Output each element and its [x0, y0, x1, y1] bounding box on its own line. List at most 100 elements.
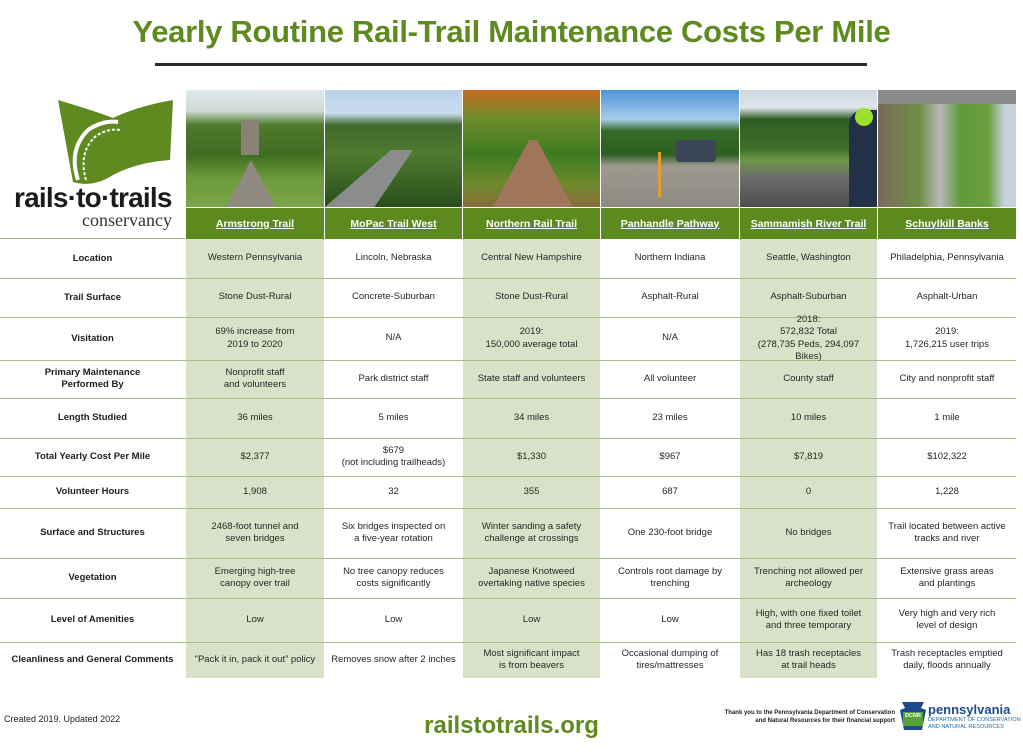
row-label: Cleanliness and General Comments	[11, 654, 174, 666]
table-cell: Western Pennsylvania	[207, 252, 303, 264]
table-cell: Low	[661, 613, 679, 625]
table-cell: Emerging high-tree canopy over trail	[214, 565, 296, 589]
row-divider	[0, 438, 1016, 439]
row-divider	[0, 360, 1016, 361]
trail-header-panhandle-pathway[interactable]: Panhandle Pathway	[601, 208, 739, 239]
table-cell: Trenching not allowed per archeology	[754, 565, 863, 589]
trail-header-schuylkill-banks[interactable]: Schuylkill Banks	[878, 208, 1016, 239]
row-divider	[0, 317, 1016, 318]
pa-dcnr-logo: DCNR pennsylvania DEPARTMENT OF CONSERVA…	[900, 702, 1023, 732]
table-cell: No bridges	[785, 526, 832, 538]
table-cell: 2018: 572,832 Total (278,735 Peds, 294,0…	[757, 313, 860, 362]
row-label: Volunteer Hours	[55, 486, 130, 498]
rails-to-trails-logo: rails·to·trails conservancy	[10, 100, 180, 230]
trail-link[interactable]: Sammamish River Trail	[750, 217, 867, 230]
table-cell: City and nonprofit staff	[899, 372, 995, 384]
table-cell: 0	[805, 485, 812, 497]
table-cell: $2,377	[240, 450, 270, 462]
table-cell: 34 miles	[513, 411, 550, 423]
keystone-icon: DCNR	[900, 702, 926, 730]
table-cell: 32	[388, 485, 399, 497]
trail-flag-icon	[58, 100, 173, 184]
sponsor-name: pennsylvania	[928, 702, 1011, 717]
table-cell: Asphalt-Rural	[641, 291, 699, 303]
table-cell: Most significant impact is from beavers	[483, 647, 580, 671]
title-divider	[155, 63, 867, 66]
table-cell: 10 miles	[790, 411, 827, 423]
table-cell: 69% increase from 2019 to 2020	[215, 326, 295, 350]
table-cell: State staff and volunteers	[477, 372, 586, 384]
table-cell: Central New Hampshire	[481, 252, 582, 264]
trail-link[interactable]: Panhandle Pathway	[620, 217, 720, 230]
trail-link[interactable]: Armstrong Trail	[215, 217, 295, 230]
table-cell: Occasional dumping of tires/mattresses	[621, 647, 719, 671]
table-cell: Has 18 trash receptacles at trail heads	[755, 647, 862, 671]
table-cell: 2468-foot tunnel and seven bridges	[211, 520, 299, 544]
table-cell: 2019: 1,726,215 user trips	[905, 326, 989, 350]
row-divider	[0, 508, 1016, 509]
table-cell: Stone Dust-Rural	[218, 291, 292, 303]
table-cell: County staff	[783, 372, 834, 384]
trail-link[interactable]: Schuylkill Banks	[905, 217, 989, 230]
svg-text:DCNR: DCNR	[905, 713, 921, 719]
table-cell: Low	[246, 613, 264, 625]
table-cell: Removes snow after 2 inches	[331, 653, 456, 665]
table-cell: Trash receptacles emptied daily, floods …	[891, 647, 1003, 671]
table-cell: 2019: 150,000 average total	[485, 326, 578, 350]
table-cell: Six bridges inspected on a five-year rot…	[341, 520, 446, 544]
logo-subtitle: conservancy	[82, 210, 172, 230]
table-cell: Asphalt-Urban	[916, 291, 978, 303]
table-cell: N/A	[385, 332, 402, 344]
row-label: Level of Amenities	[50, 614, 135, 626]
photo-armstrong-trail	[186, 90, 324, 207]
table-cell: Asphalt-Suburban	[770, 291, 847, 303]
sponsor-thanks: Thank you to the Pennsylvania Department…	[724, 710, 895, 725]
table-cell: 23 miles	[652, 411, 688, 423]
table-cell: Stone Dust-Rural	[495, 291, 568, 303]
table-cell: $679 (not including trailheads)	[341, 444, 446, 468]
table-cell: “Pack it in, pack it out” policy	[194, 653, 316, 665]
table-cell: $967	[659, 450, 681, 462]
table-cell: Seattle, Washington	[766, 252, 851, 264]
row-divider	[0, 558, 1016, 559]
table-cell: 1,228	[935, 485, 959, 497]
photo-panhandle-pathway	[601, 90, 739, 207]
row-label: Primary Maintenance Performed By	[44, 367, 141, 390]
table-cell: Nonprofit staff and volunteers	[223, 366, 287, 390]
table-cell: Low	[522, 613, 541, 625]
trail-link[interactable]: Northern Rail Trail	[485, 217, 578, 230]
row-divider	[0, 278, 1016, 279]
trail-link[interactable]: MoPac Trail West	[350, 217, 437, 230]
trail-header-mopac-trail-west[interactable]: MoPac Trail West	[325, 208, 462, 239]
table-cell: Northern Indiana	[634, 252, 706, 264]
table-cell: 36 miles	[237, 411, 273, 423]
table-cell: $1,330	[516, 450, 547, 462]
table-cell: Japanese Knotweed overtaking native spec…	[478, 565, 585, 589]
row-divider	[0, 598, 1016, 599]
photo-sammamish-river-trail	[740, 90, 877, 207]
trail-header-armstrong-trail[interactable]: Armstrong Trail	[186, 208, 324, 239]
table-cell: Controls root damage by trenching	[617, 565, 723, 589]
trail-header-sammamish-river-trail[interactable]: Sammamish River Trail	[740, 208, 877, 239]
table-cell: No tree canopy reduces costs significant…	[343, 565, 444, 589]
table-cell: 1,908	[243, 485, 267, 497]
website-link[interactable]: railstotrails.org	[424, 712, 599, 739]
row-label: Location	[72, 252, 113, 264]
table-cell: $102,322	[927, 450, 967, 462]
row-divider	[0, 642, 1016, 643]
logo-divider	[0, 238, 185, 239]
page-title: Yearly Routine Rail-Trail Maintenance Co…	[132, 14, 891, 49]
row-label: Surface and Structures	[40, 527, 145, 539]
column-shade	[740, 239, 877, 678]
table-cell: N/A	[662, 332, 678, 344]
table-cell: High, with one fixed toilet and three te…	[755, 607, 862, 631]
trail-header-northern-rail-trail[interactable]: Northern Rail Trail	[463, 208, 600, 239]
table-cell: 687	[662, 485, 678, 497]
photo-northern-rail-trail	[463, 90, 600, 207]
table-cell: Trail located between active tracks and …	[888, 520, 1006, 544]
table-cell: Park district staff	[358, 372, 429, 384]
sponsor-subtitle: DEPARTMENT OF CONSERVATION AND NATURAL R…	[928, 717, 1021, 730]
table-cell: Lincoln, Nebraska	[355, 252, 432, 264]
row-divider	[0, 398, 1016, 399]
table-cell: 355	[523, 485, 540, 497]
